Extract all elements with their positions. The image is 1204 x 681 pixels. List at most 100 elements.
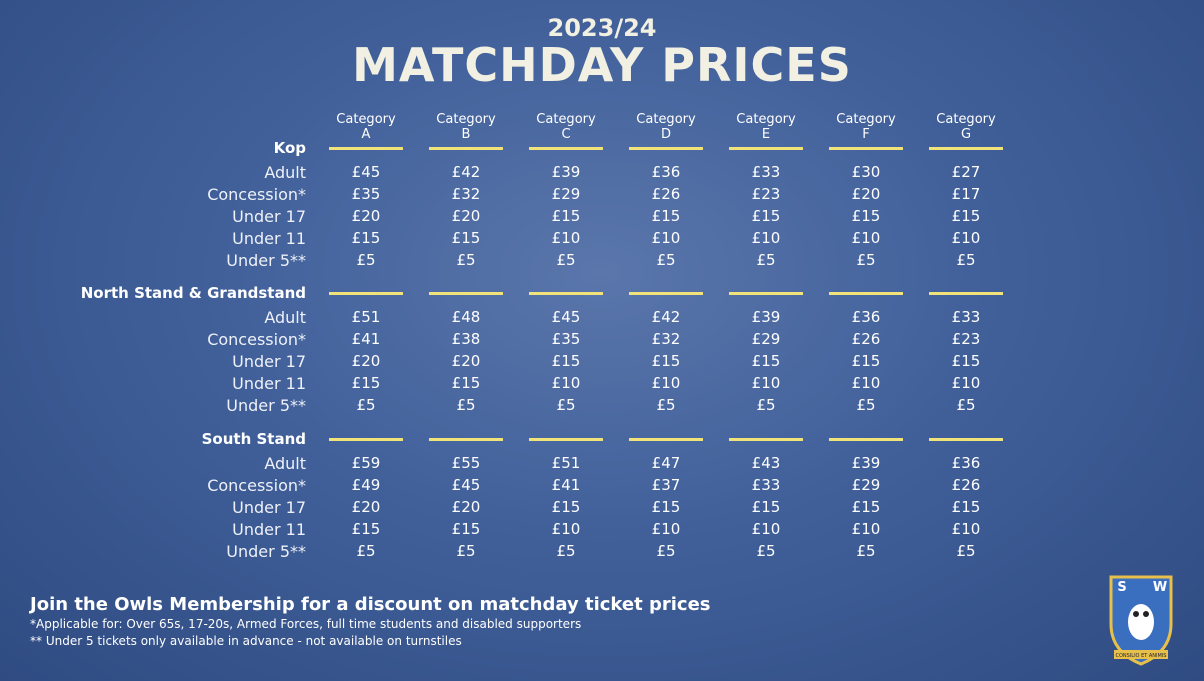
section-rule [729, 438, 803, 441]
crest-motto: CONSILIO ET ANIMIS [1115, 653, 1166, 659]
price: £39 [751, 308, 781, 326]
section-rule [729, 292, 803, 295]
price: £5 [456, 396, 476, 414]
price: £27 [951, 163, 981, 181]
price: £5 [856, 396, 876, 414]
price: £10 [651, 229, 681, 247]
row-label: Under 5** [226, 542, 306, 561]
price: £17 [951, 185, 981, 203]
price: £15 [951, 498, 981, 516]
column-header: Category [936, 112, 996, 127]
price: £47 [651, 454, 681, 472]
section-rule [429, 147, 503, 150]
price: £15 [751, 207, 781, 225]
price: £10 [651, 374, 681, 392]
price: £10 [851, 229, 881, 247]
price: £43 [751, 454, 781, 472]
price: £5 [556, 542, 576, 560]
price: £15 [551, 207, 581, 225]
column-header: G [960, 127, 972, 142]
price: £10 [851, 520, 881, 538]
price: £20 [351, 207, 381, 225]
price: £15 [851, 498, 881, 516]
section-rule [529, 292, 603, 295]
column-header: E [761, 127, 771, 142]
price: £15 [451, 374, 481, 392]
crest: S W CONSILIO ET ANIMIS [1109, 575, 1173, 666]
price: £23 [951, 330, 981, 348]
section-name: South Stand [201, 430, 306, 448]
row-label: Under 11 [232, 374, 306, 393]
price: £5 [956, 396, 976, 414]
price: £45 [551, 308, 581, 326]
section-rule [629, 438, 703, 441]
price: £15 [351, 229, 381, 247]
price: £15 [351, 520, 381, 538]
column-header: B [461, 127, 471, 142]
price: £20 [851, 185, 881, 203]
column-header: Category [836, 112, 896, 127]
price: £30 [851, 163, 881, 181]
row-label: Adult [264, 454, 306, 473]
price: £15 [951, 207, 981, 225]
price: £55 [451, 454, 481, 472]
row-label: Concession* [207, 476, 306, 495]
price: £10 [751, 229, 781, 247]
footer-note: ** Under 5 tickets only available in adv… [30, 634, 462, 648]
price: £23 [751, 185, 781, 203]
price: £5 [856, 251, 876, 269]
price: £10 [851, 374, 881, 392]
section-rule [529, 147, 603, 150]
price: £39 [551, 163, 581, 181]
section-rule [929, 147, 1003, 150]
price: £10 [951, 374, 981, 392]
section-rule [929, 438, 1003, 441]
price: £5 [556, 396, 576, 414]
price: £36 [651, 163, 681, 181]
price: £15 [551, 498, 581, 516]
price: £26 [651, 185, 681, 203]
column-header: A [361, 127, 371, 142]
price: £26 [951, 476, 981, 494]
row-label: Under 5** [226, 251, 306, 270]
column-header: Category [336, 112, 396, 127]
price: £10 [751, 374, 781, 392]
price: £5 [456, 542, 476, 560]
price: £29 [751, 330, 781, 348]
price: £15 [451, 520, 481, 538]
section-rule [329, 438, 403, 441]
price: £29 [551, 185, 581, 203]
price: £41 [551, 476, 581, 494]
footer-note: *Applicable for: Over 65s, 17-20s, Armed… [30, 617, 582, 631]
price: £15 [751, 352, 781, 370]
section-rule [529, 438, 603, 441]
price: £45 [451, 476, 481, 494]
price: £33 [751, 163, 781, 181]
price: £45 [351, 163, 381, 181]
row-label: Under 17 [232, 207, 306, 226]
price: £10 [551, 520, 581, 538]
section-rule [429, 292, 503, 295]
price: £42 [651, 308, 681, 326]
price: £10 [751, 520, 781, 538]
price: £5 [356, 396, 376, 414]
section-rule [429, 438, 503, 441]
section-rule [929, 292, 1003, 295]
row-label: Under 17 [232, 352, 306, 371]
price: £10 [651, 520, 681, 538]
price: £5 [456, 251, 476, 269]
price: £5 [756, 396, 776, 414]
price: £35 [351, 185, 381, 203]
row-label: Under 5** [226, 396, 306, 415]
row-label: Under 11 [232, 520, 306, 539]
price: £51 [551, 454, 581, 472]
crest-letter: W [1153, 580, 1167, 595]
price: £26 [851, 330, 881, 348]
column-header: Category [436, 112, 496, 127]
price: £36 [951, 454, 981, 472]
section-rule [829, 147, 903, 150]
price: £15 [351, 374, 381, 392]
price: £10 [551, 374, 581, 392]
column-header: F [862, 127, 870, 142]
section-rule [629, 292, 703, 295]
